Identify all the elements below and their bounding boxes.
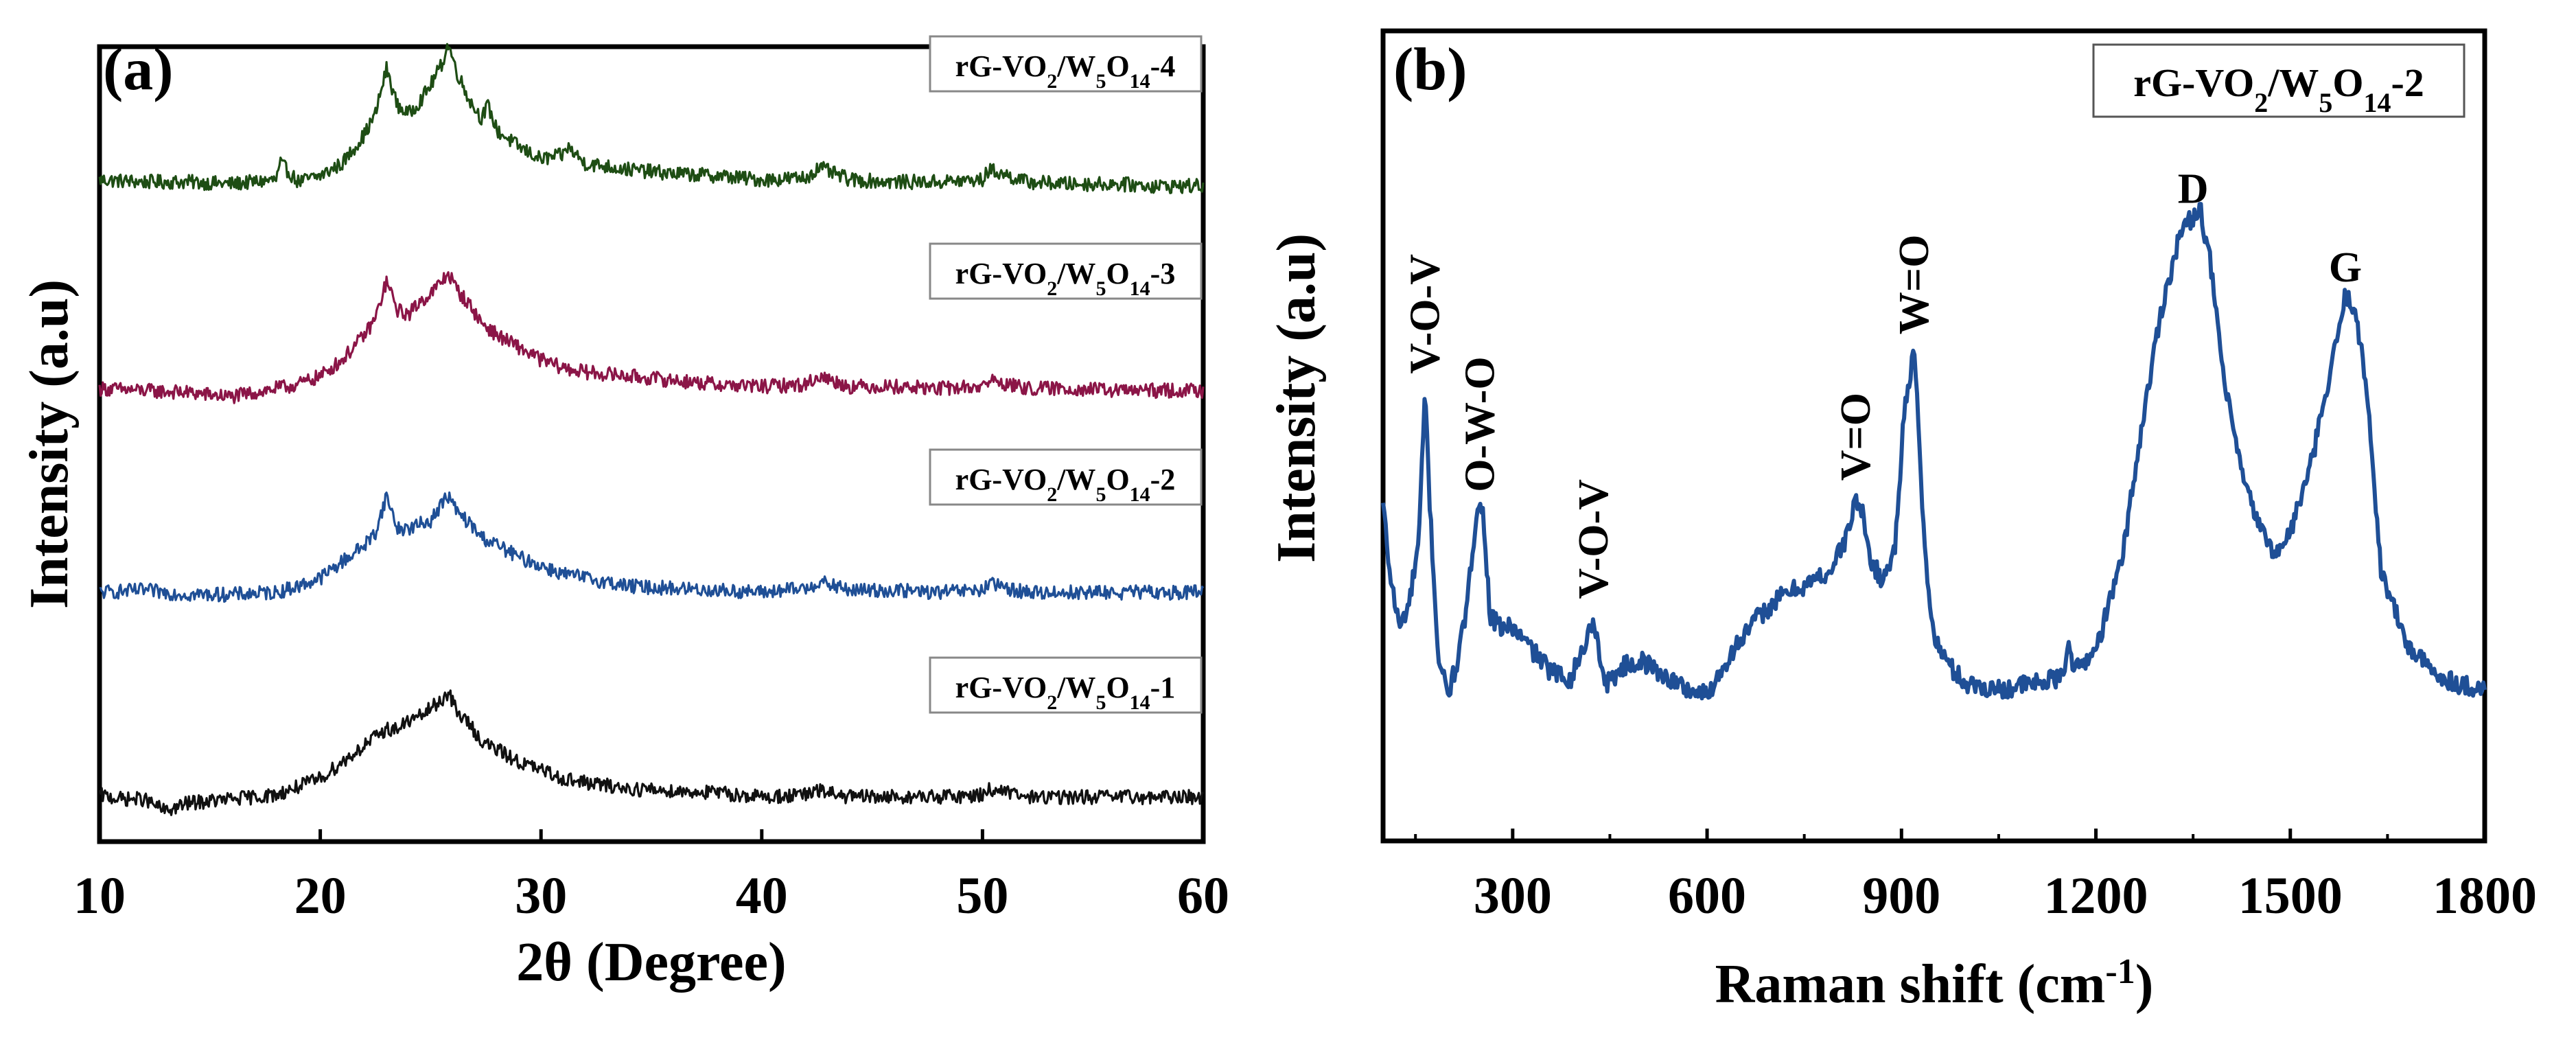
- panel-b-peak-annotation: V-O-V: [1402, 254, 1448, 374]
- panel-a-series-label-box: [929, 242, 1203, 300]
- panel-a-frame: [97, 44, 1206, 844]
- panel-b-x-tick-label: 600: [1668, 867, 1746, 925]
- panel-b-series-line: [1381, 202, 2487, 701]
- panel-a-x-tick-label: 10: [73, 867, 126, 925]
- panel-a-x-tick-label: 50: [956, 867, 1008, 925]
- panel-b-x-axis-label-main: Raman shift (cm: [1715, 954, 2106, 1015]
- panel-a-label: (a): [103, 36, 174, 103]
- panel-b-legend-label: rG-VO2/W5O14-2: [2133, 60, 2424, 118]
- panel-b-traces: [1381, 202, 2487, 701]
- panel-a-series-line: [99, 491, 1205, 603]
- panel-a-x-tick-label: 30: [515, 867, 567, 925]
- panel-a-series-line: [98, 689, 1204, 816]
- panel-b-peak-annotation: G: [2329, 244, 2362, 291]
- panel-a: (a) 10 20 30 40 50 60 rG-VO2/W5O14-4rG-VO2/W5…: [19, 35, 1229, 993]
- panel-a-series-label: rG-VO2/W5O14-1: [955, 671, 1176, 714]
- panel-a-traces: [98, 43, 1205, 816]
- panel-a-series-label: rG-VO2/W5O14-4: [955, 49, 1176, 93]
- panel-b-x-ticks: 300 600 900 1200 1500 1800: [1414, 829, 2537, 925]
- panel-b: (b) 300 600 900 1200 1500 1800 V-O-VO-W-OV-O-…: [1266, 28, 2537, 1015]
- panel-b-y-axis-label: Intensity (a.u): [1266, 233, 1327, 563]
- panel-b-peak-annotation: W=O: [1891, 235, 1938, 335]
- panel-b-x-tick-label: 900: [1862, 867, 1940, 925]
- panel-b-peak-annotation: V-O-V: [1570, 479, 1617, 599]
- panel-b-frame: [1380, 28, 2487, 844]
- panel-a-series-line: [98, 271, 1205, 404]
- panel-a-x-tick-label: 60: [1177, 867, 1229, 925]
- panel-b-x-tick-label: 1800: [2433, 867, 2537, 925]
- panel-a-x-axis-label: 2θ (Degree): [516, 932, 786, 993]
- panel-a-series-label: rG-VO2/W5O14-2: [955, 463, 1176, 506]
- panel-a-y-axis-label: Intensity (a.u): [19, 279, 80, 609]
- panel-b-peak-annotation: D: [2178, 165, 2209, 212]
- panel-b-legend-box: [2092, 43, 2465, 118]
- panel-a-series-line: [98, 43, 1205, 194]
- panel-a-series-label-box: [929, 448, 1203, 506]
- panel-b-x-axis-label: Raman shift (cm-1): [1715, 952, 2154, 1015]
- panel-a-series-label-box: [929, 35, 1203, 93]
- panel-b-label: (b): [1393, 36, 1467, 103]
- panel-b-peak-annotation: V=O: [1833, 393, 1879, 481]
- panel-a-series-label: rG-VO2/W5O14-3: [955, 257, 1176, 300]
- panel-b-x-tick-label: 300: [1474, 867, 1552, 925]
- panel-a-x-ticks: 10 20 30 40 50 60: [73, 829, 1229, 925]
- panel-a-x-tick-label: 40: [736, 867, 788, 925]
- panel-a-x-tick-label: 20: [294, 867, 347, 925]
- panel-b-legend: rG-VO2/W5O14-2: [2092, 43, 2465, 118]
- panel-b-x-tick-label: 1500: [2238, 867, 2343, 925]
- panel-b-x-axis-label-sup: -1: [2105, 952, 2135, 991]
- panel-b-x-axis-label-end: ): [2135, 954, 2154, 1015]
- panel-b-x-tick-label: 1200: [2044, 867, 2148, 925]
- panel-a-series-label-box: [929, 656, 1203, 714]
- panel-b-peak-annotations: V-O-VO-W-OV-O-VV=OW=ODG: [1402, 165, 2362, 599]
- panel-b-peak-annotation: O-W-O: [1457, 356, 1504, 492]
- panel-a-series-labels: rG-VO2/W5O14-4 rG-VO2/W5O14-3 rG-VO2/W5O14…: [929, 35, 1203, 714]
